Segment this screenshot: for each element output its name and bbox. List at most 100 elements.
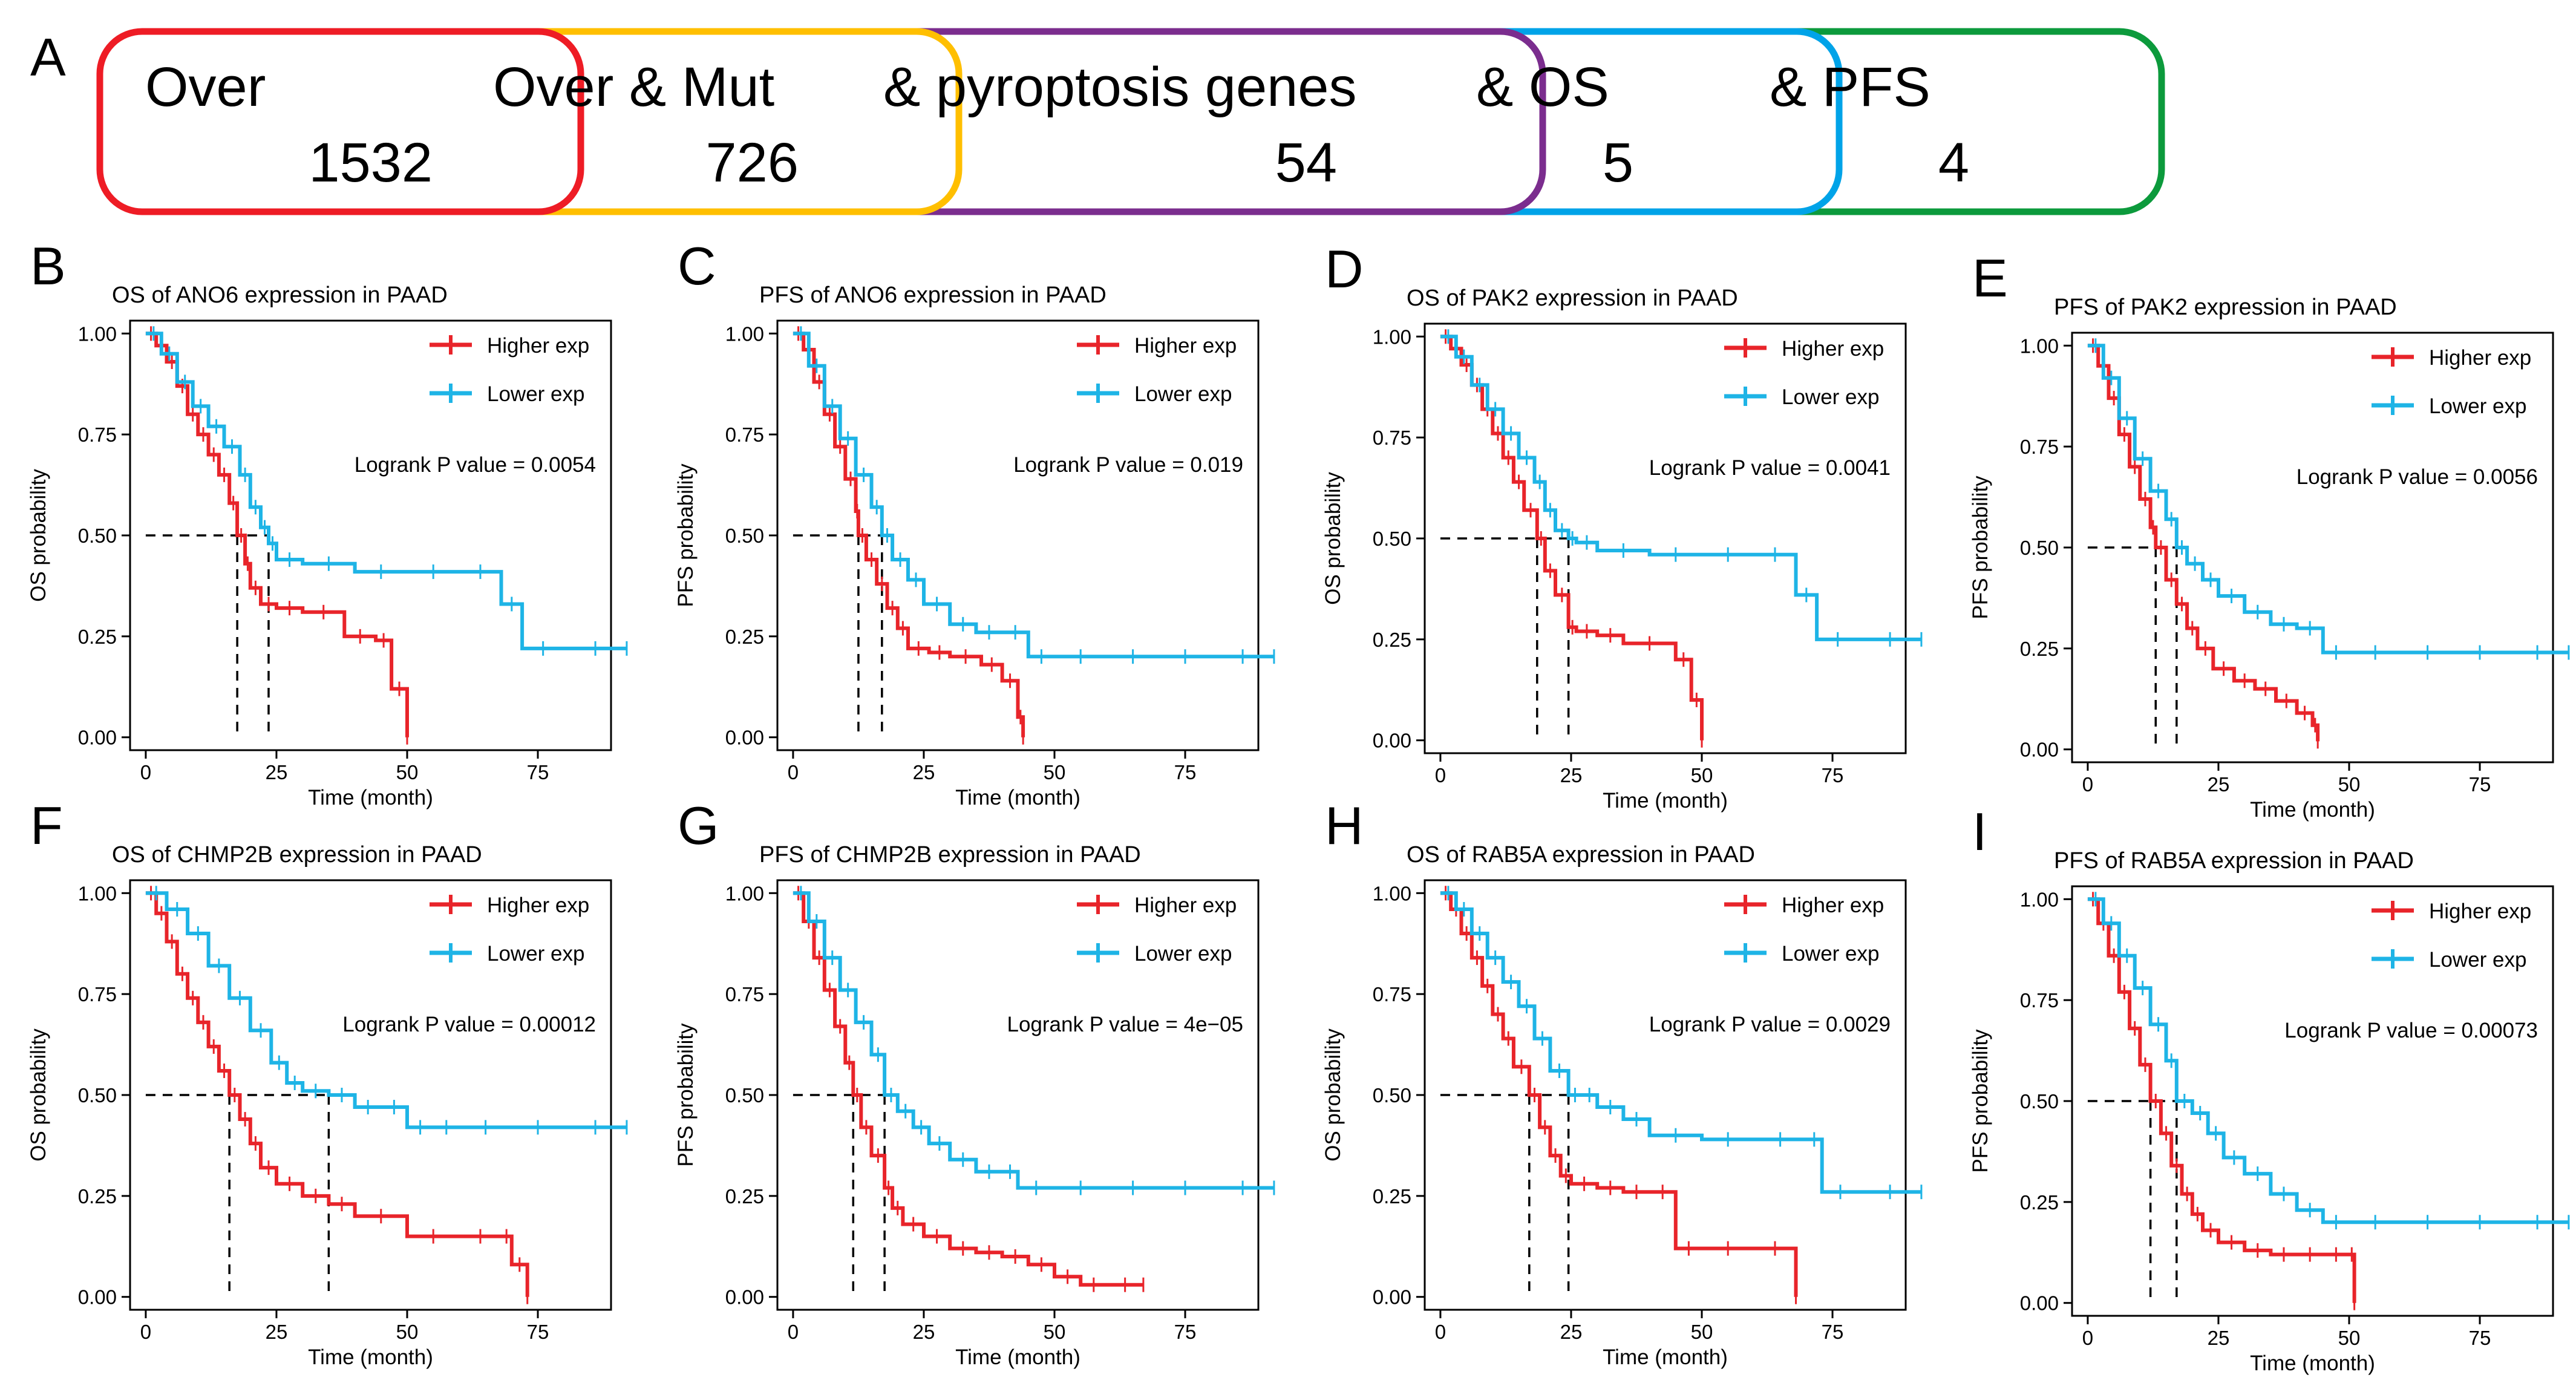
filter-step-over-mut-label: Over & Mut [493, 56, 774, 118]
y-tick-label: 1.00 [2020, 888, 2059, 910]
filter-step-os-label: & OS [1476, 56, 1609, 118]
chart-title: OS of CHMP2B expression in PAAD [112, 842, 482, 868]
y-axis-label: OS probability [27, 469, 50, 602]
x-tick-label: 75 [1174, 761, 1197, 783]
x-tick-label: 0 [788, 1321, 799, 1343]
y-tick-label: 0.25 [2020, 1191, 2059, 1214]
x-tick-label: 25 [1560, 1321, 1583, 1343]
y-tick-label: 0.00 [2020, 739, 2059, 761]
y-tick-label: 0.50 [2020, 1090, 2059, 1113]
x-tick-label: 75 [1822, 764, 1844, 786]
legend-lower-label: Lower exp [487, 382, 584, 406]
x-axis-label: Time (month) [955, 1345, 1080, 1369]
logrank-pvalue: Logrank P value = 0.0041 [1649, 456, 1891, 480]
logrank-pvalue: Logrank P value = 0.0054 [355, 453, 596, 477]
higher-exp-curve [145, 891, 529, 1297]
higher-exp-curve [793, 332, 1025, 737]
chart-title: PFS of ANO6 expression in PAAD [759, 283, 1107, 308]
x-tick-label: 75 [1174, 1321, 1197, 1343]
legend-higher-label: Higher exp [1782, 894, 1884, 917]
higher-exp-curve [145, 332, 409, 737]
y-tick-label: 0.50 [78, 525, 117, 547]
lower-exp-curve [2087, 344, 2569, 655]
logrank-pvalue: Logrank P value = 0.0029 [1649, 1013, 1891, 1036]
y-tick-label: 1.00 [725, 322, 764, 345]
chart-title: OS of RAB5A expression in PAAD [1407, 842, 1755, 868]
x-tick-label: 0 [1435, 764, 1446, 786]
y-tick-label: 0.25 [2020, 638, 2059, 660]
y-tick-label: 0.00 [725, 727, 764, 749]
x-tick-label: 50 [1691, 764, 1713, 786]
y-tick-label: 0.75 [2020, 989, 2059, 1012]
y-tick-label: 0.00 [725, 1286, 764, 1309]
x-tick-label: 0 [1435, 1321, 1446, 1343]
y-tick-label: 0.00 [2020, 1292, 2059, 1315]
logrank-pvalue: Logrank P value = 0.00012 [342, 1013, 596, 1036]
x-tick-label: 50 [1691, 1321, 1713, 1343]
y-tick-label: 1.00 [2020, 335, 2059, 357]
legend-lower-label: Lower exp [2429, 394, 2526, 418]
filter-step-over-box [96, 28, 584, 215]
higher-exp-curve [793, 891, 1143, 1287]
y-tick-label: 0.50 [725, 1084, 764, 1107]
y-axis-label: PFS probability [1969, 476, 1992, 619]
lower-exp-curve [145, 332, 627, 650]
x-tick-label: 25 [266, 1321, 288, 1343]
legend-higher-label: Higher exp [487, 894, 589, 917]
x-tick-label: 25 [913, 1321, 935, 1343]
x-tick-label: 50 [1044, 761, 1066, 783]
x-tick-label: 75 [2469, 773, 2491, 796]
x-tick-label: 25 [266, 761, 288, 783]
y-tick-label: 0.75 [725, 983, 764, 1005]
legend-higher-label: Higher exp [2429, 900, 2531, 923]
x-tick-label: 50 [2338, 773, 2361, 796]
y-axis-label: OS probability [1321, 1028, 1345, 1162]
panel-letter-a: A [30, 27, 66, 87]
legend-lower-label: Lower exp [1134, 942, 1232, 966]
legend-lower-label: Lower exp [1782, 385, 1879, 409]
legend-higher-label: Higher exp [487, 334, 589, 358]
y-tick-label: 1.00 [78, 882, 117, 904]
y-tick-label: 0.25 [78, 1185, 117, 1208]
y-tick-label: 0.50 [725, 525, 764, 547]
y-tick-label: 0.25 [1373, 629, 1411, 651]
filter-step-pfs-count: 4 [1938, 132, 1969, 194]
chart-title: PFS of CHMP2B expression in PAAD [759, 842, 1141, 868]
y-tick-label: 0.50 [78, 1084, 117, 1107]
x-axis-label: Time (month) [1603, 1345, 1728, 1369]
x-tick-label: 50 [396, 761, 419, 783]
y-tick-label: 1.00 [78, 322, 117, 345]
filter-step-pfs-label: & PFS [1770, 56, 1930, 118]
lower-exp-curve [1440, 335, 1921, 641]
y-tick-label: 0.25 [1373, 1185, 1411, 1208]
panel-letter: G [678, 796, 719, 855]
x-tick-label: 0 [140, 761, 151, 783]
chart-title: PFS of RAB5A expression in PAAD [2054, 848, 2414, 874]
legend-higher-label: Higher exp [1782, 337, 1884, 361]
km-panel-h: H OS of RAB5A expression in PAAD 0.00 0.25 0… [1321, 796, 1923, 1369]
panel-letter: I [1972, 802, 1987, 861]
y-tick-label: 1.00 [725, 882, 764, 904]
panel-letter: E [1972, 248, 2008, 308]
logrank-pvalue: Logrank P value = 0.00073 [2284, 1019, 2538, 1042]
x-tick-label: 75 [527, 761, 549, 783]
km-panel-d: D OS of PAK2 expression in PAAD 0.00 0.25 0.… [1321, 239, 1923, 812]
y-axis-label: PFS probability [1969, 1029, 1992, 1173]
x-tick-label: 0 [2082, 1327, 2093, 1349]
km-panel-c: C PFS of ANO6 expression in PAAD 0.00 0.25 0… [674, 236, 1275, 809]
logrank-pvalue: Logrank P value = 0.019 [1013, 453, 1243, 477]
filter-step-pyroptosis-count: 54 [1275, 132, 1337, 194]
chart-title: OS of PAK2 expression in PAAD [1407, 286, 1738, 311]
x-tick-label: 0 [788, 761, 799, 783]
panel-letter: F [30, 796, 63, 855]
x-axis-label: Time (month) [2250, 798, 2375, 822]
legend-lower-label: Lower exp [2429, 948, 2526, 972]
y-tick-label: 0.50 [1373, 528, 1411, 550]
x-axis-label: Time (month) [308, 1345, 433, 1369]
x-axis-label: Time (month) [308, 786, 433, 809]
chart-title: PFS of PAK2 expression in PAAD [2054, 295, 2397, 320]
logrank-pvalue: Logrank P value = 4e−05 [1007, 1013, 1243, 1036]
filter-step-pyroptosis-label: & pyroptosis genes [883, 56, 1356, 118]
km-panel-e: E PFS of PAK2 expression in PAAD 0.00 0.25 0… [1969, 248, 2570, 822]
